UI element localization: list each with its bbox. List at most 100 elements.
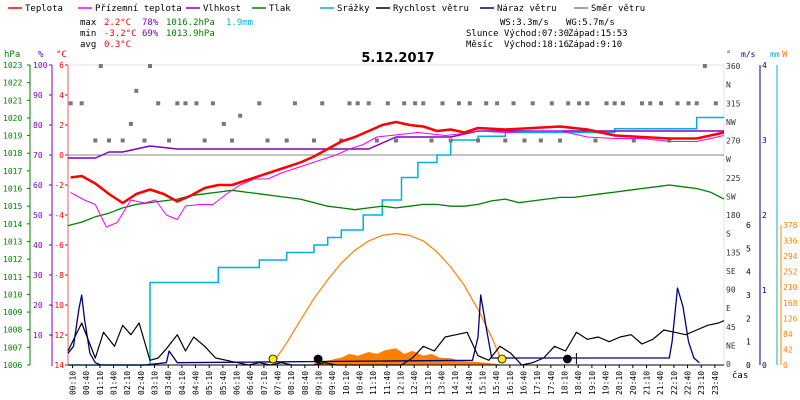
x-tick-label: 14:40 (465, 371, 474, 395)
x-tick-label: 16:10 (506, 371, 515, 395)
ms-side-tick-label: 3 (746, 291, 751, 300)
legend-label-tlak: Tlak (269, 4, 291, 14)
x-tick-label: 05:40 (219, 371, 228, 395)
x-tick-label: 19:40 (602, 371, 611, 395)
wind-direction-point (238, 113, 243, 118)
ms-tick-label: 0 (762, 361, 767, 370)
solar-tick-label: 42 (783, 345, 793, 354)
wind-direction-point (686, 101, 691, 106)
wind-direction-point (202, 138, 207, 143)
temp-tick-label: 2 (59, 121, 64, 130)
stats-block: max 2.2°C 78% 1016.2hPa 1.9mm min -3.2°C… (80, 18, 253, 50)
hpa-tick-label: 1009 (3, 308, 22, 317)
wind-direction-point (167, 138, 172, 143)
hpa-tick-label: 1019 (3, 132, 22, 141)
wind-gust-info: WG:5.7m/s (566, 18, 615, 28)
wind-direction-point (448, 138, 453, 143)
solar-tick-label: 336 (783, 237, 798, 246)
dir-tick-label: NW (726, 118, 736, 127)
dir-tick-label: 225 (726, 174, 741, 183)
sun-label: Slunce (466, 29, 499, 39)
x-tick-label: 13:40 (438, 371, 447, 395)
temperature-line (70, 120, 725, 205)
ms-side-tick-label: 1 (746, 338, 751, 347)
dir-tick-label: S (726, 230, 731, 239)
hpa-tick-label: 1023 (3, 61, 22, 70)
x-axis-label: čas (732, 370, 748, 381)
wind-direction-point (585, 101, 590, 106)
wind-direction-point (694, 101, 699, 106)
x-tick-label: 07:10 (260, 371, 269, 395)
x-tick-label: 17:40 (547, 371, 556, 395)
wind-direction-point (312, 138, 316, 143)
x-tick-label: 06:40 (246, 371, 255, 395)
stats-avg-temp: 0.3°C (104, 40, 131, 50)
x-tick-label: 11:10 (369, 371, 378, 395)
x-tick-label: 16:40 (520, 371, 529, 395)
wind-direction-point (604, 101, 609, 106)
sun-set: Západ:15:53 (568, 29, 628, 39)
wind-direction-point (648, 101, 653, 106)
x-tick-label: 23:10 (697, 371, 706, 395)
ms-side-tick-label: 5 (746, 244, 751, 253)
stats-max-press: 1016.2hPa (166, 18, 215, 28)
x-tick-label: 04:10 (178, 371, 187, 395)
stats-max-label: max (80, 18, 97, 28)
dir-unit: ° (726, 50, 731, 60)
wind-direction-point (148, 64, 152, 68)
ms-tick-label: 1 (762, 286, 767, 295)
moonrise-icon (562, 354, 572, 364)
pct-tick-label: 30 (33, 271, 43, 280)
wind-direction-point (577, 101, 582, 106)
moon-set: Západ:9:10 (568, 40, 622, 50)
dir-tick-label: 0 (726, 360, 731, 369)
hpa-tick-label: 1018 (3, 149, 22, 158)
x-tick-label: 12:40 (410, 371, 419, 395)
pct-tick-label: 90 (33, 91, 43, 100)
rain-line (68, 116, 724, 366)
hpa-tick-label: 1020 (3, 114, 22, 123)
wind-direction-point (538, 138, 543, 143)
wind-direction-point (467, 101, 472, 106)
wind-direction-point (292, 101, 297, 106)
x-tick-label: 02:10 (123, 371, 132, 395)
temp-tick-label: 4 (59, 91, 64, 100)
temp-tick-label: -4 (54, 211, 64, 220)
hpa-tick-label: 1022 (3, 79, 22, 88)
hpa-tick-label: 1017 (3, 167, 22, 176)
wind-direction-point (183, 101, 188, 106)
x-tick-label: 20:40 (629, 371, 638, 395)
wind-direction-point (702, 64, 707, 68)
stats-min-label: min (80, 29, 96, 39)
hpa-unit: hPa (4, 50, 20, 60)
solar-tick-label: 126 (783, 314, 798, 323)
wind-direction-point (374, 138, 379, 143)
wind-direction-point (476, 138, 480, 143)
wind-direction-point (98, 64, 103, 68)
solar-tick-label: 84 (783, 330, 793, 339)
pct-tick-label: 70 (33, 151, 43, 160)
sunset-icon (497, 354, 507, 364)
moon-label: Měsíc (466, 40, 493, 50)
x-tick-label: 17:10 (533, 371, 542, 395)
wind-direction-point (413, 101, 418, 106)
wind-direction-point (440, 101, 445, 106)
ms-tick-label: 2 (762, 211, 767, 220)
legend: Teplota Přízemní teplota Vlhkost Tlak Srážky… (8, 4, 645, 14)
wind-direction-point (221, 121, 226, 126)
legend-label-prizemni: Přízemní teplota (95, 4, 182, 14)
wind-direction-point (421, 101, 426, 106)
ground-temp-line (70, 130, 725, 228)
wind-direction-point (558, 138, 562, 143)
stats-min-temp: -3.2°C (104, 29, 137, 39)
wind-direction-point (620, 101, 625, 106)
x-tick-label: 06:10 (233, 371, 242, 395)
wind-direction-point (631, 138, 636, 143)
wind-direction-point (484, 101, 489, 106)
hpa-tick-label: 1016 (3, 185, 22, 194)
wind-direction-point (429, 138, 434, 143)
ms-side-tick-label: 4 (746, 268, 751, 277)
stats-avg-label: avg (80, 40, 96, 50)
wind-direction-point (265, 138, 270, 143)
wind-direction-point (675, 101, 680, 106)
